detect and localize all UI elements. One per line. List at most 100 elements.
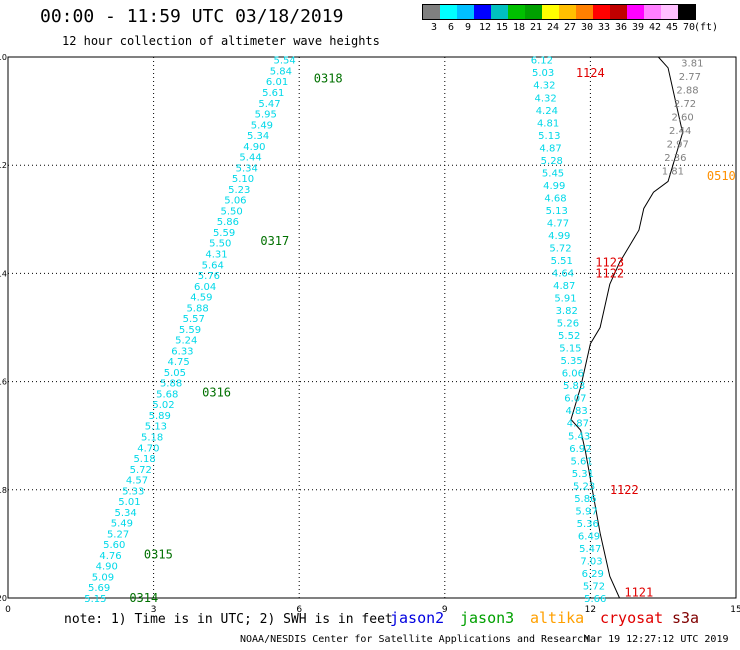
color-scale-labels: 3 6 9 12 15 18 21 24 27 30 33 36 39 42 45 70 (ft) (422, 22, 740, 34)
swh-value: 5.13 (546, 206, 568, 217)
swh-value: 6.49 (578, 531, 600, 542)
swh-value: 4.87 (567, 419, 589, 430)
swh-value: 5.33 (122, 486, 144, 497)
swh-value: 5.15 (84, 594, 106, 605)
swh-value: 4.24 (536, 106, 558, 117)
x-tick-label: 9 (442, 605, 448, 615)
legend-altika: altika (530, 609, 585, 627)
swh-value: 5.18 (141, 433, 163, 444)
scale-label: 3 (431, 22, 438, 33)
swh-value: 7.03 (580, 556, 602, 567)
swh-value: 5.13 (538, 131, 560, 142)
y-tick-label: -16 (0, 378, 7, 387)
scale-swatch (440, 5, 457, 19)
footnote: note: 1) Time is in UTC; 2) SWH is in fe… (64, 612, 393, 627)
swh-value: 5.03 (532, 68, 554, 79)
swh-value: 4.77 (547, 218, 569, 229)
legend-cryosat: cryosat (600, 609, 664, 627)
pass-time-label: 1124 (576, 66, 605, 80)
pass-time-label: 0314 (129, 591, 158, 605)
pass-time-label: 0317 (260, 234, 289, 248)
swh-value: 4.57 (126, 476, 148, 487)
swh-value: 5.57 (183, 314, 205, 325)
swh-value: 3.81 (681, 58, 703, 69)
scale-label: 18 (513, 22, 526, 33)
scale-label: (ft) (694, 22, 719, 33)
swh-value: 5.27 (107, 529, 129, 540)
swh-value: 5.61 (570, 456, 592, 467)
swh-value: 6.92 (569, 444, 591, 455)
y-tick-label: -18 (0, 486, 7, 495)
swh-value: 5.23 (228, 185, 250, 196)
swh-value: 5.13 (145, 422, 167, 433)
swh-value: 6.06 (562, 369, 584, 380)
scale-swatch (610, 5, 627, 19)
swh-value: 4.87 (539, 143, 561, 154)
swh-value: 5.68 (156, 389, 178, 400)
scale-label: 30 (581, 22, 594, 33)
scale-label: 39 (632, 22, 645, 33)
swh-value: 5.09 (92, 572, 114, 583)
swh-value: 5.52 (558, 331, 580, 342)
swh-value: 2.60 (671, 113, 693, 124)
swh-value: 4.64 (552, 269, 574, 280)
swh-value: 5.24 (175, 336, 197, 347)
swh-value: 4.68 (544, 193, 566, 204)
y-tick-label: -10 (0, 53, 7, 62)
swh-value: 5.23 (573, 481, 595, 492)
swh-value: 5.72 (130, 465, 152, 476)
scale-swatch (678, 5, 695, 19)
swh-value: 4.31 (205, 249, 227, 260)
swh-value: 5.45 (542, 168, 564, 179)
scale-swatch (576, 5, 593, 19)
scale-swatch (457, 5, 474, 19)
swh-value: 2.36 (664, 153, 686, 164)
swh-value: 4.81 (537, 118, 559, 129)
swh-value: 5.31 (572, 469, 594, 480)
swh-value: 5.86 (217, 217, 239, 228)
swh-value: 5.35 (561, 356, 583, 367)
swh-value: 5.36 (577, 519, 599, 530)
pass-time-label: 1122 (610, 483, 639, 497)
footer-credit: NOAA/NESDIS Center for Satellite Applica… (240, 634, 590, 645)
swh-value: 4.87 (553, 281, 575, 292)
scale-swatch (559, 5, 576, 19)
pass-time-label: 1122 (595, 266, 624, 280)
scale-swatch (525, 5, 542, 19)
swh-value: 5.18 (133, 454, 155, 465)
swh-value: 5.89 (149, 411, 171, 422)
scale-label: 42 (649, 22, 662, 33)
swh-value: 5.97 (575, 506, 597, 517)
swh-value: 5.47 (258, 99, 280, 110)
swh-value: 5.15 (559, 344, 581, 355)
swh-value: 5.51 (551, 256, 573, 267)
swh-value: 4.75 (168, 357, 190, 368)
swh-value: 5.59 (179, 325, 201, 336)
scale-swatch (644, 5, 661, 19)
swh-value: 6.04 (194, 282, 216, 293)
swh-value: 5.61 (262, 88, 284, 99)
swh-value: 5.83 (563, 381, 585, 392)
scale-label: 21 (530, 22, 543, 33)
swh-value: 5.50 (209, 239, 231, 250)
scale-swatch (593, 5, 610, 19)
swh-value: 5.91 (554, 294, 576, 305)
scale-label: 24 (547, 22, 560, 33)
scale-label: 9 (465, 22, 472, 33)
swh-value: 5.84 (270, 66, 292, 77)
scale-label: 6 (448, 22, 455, 33)
swh-value: 6.01 (266, 77, 288, 88)
legend-jason3: jason3 (460, 609, 515, 627)
swh-value: 2.44 (669, 126, 691, 137)
pass-time-label: 0316 (202, 385, 231, 399)
swh-value: 5.10 (232, 174, 254, 185)
swh-value: 5.49 (111, 519, 133, 530)
scale-label: 33 (598, 22, 611, 33)
swh-value: 4.59 (190, 293, 212, 304)
swh-value: 4.32 (534, 93, 556, 104)
swh-value: 6.33 (171, 346, 193, 357)
chart-subtitle: 12 hour collection of altimeter wave hei… (62, 34, 380, 48)
swh-value: 5.26 (557, 319, 579, 330)
x-tick-label: 12 (585, 605, 596, 615)
swh-value: 4.70 (137, 443, 159, 454)
